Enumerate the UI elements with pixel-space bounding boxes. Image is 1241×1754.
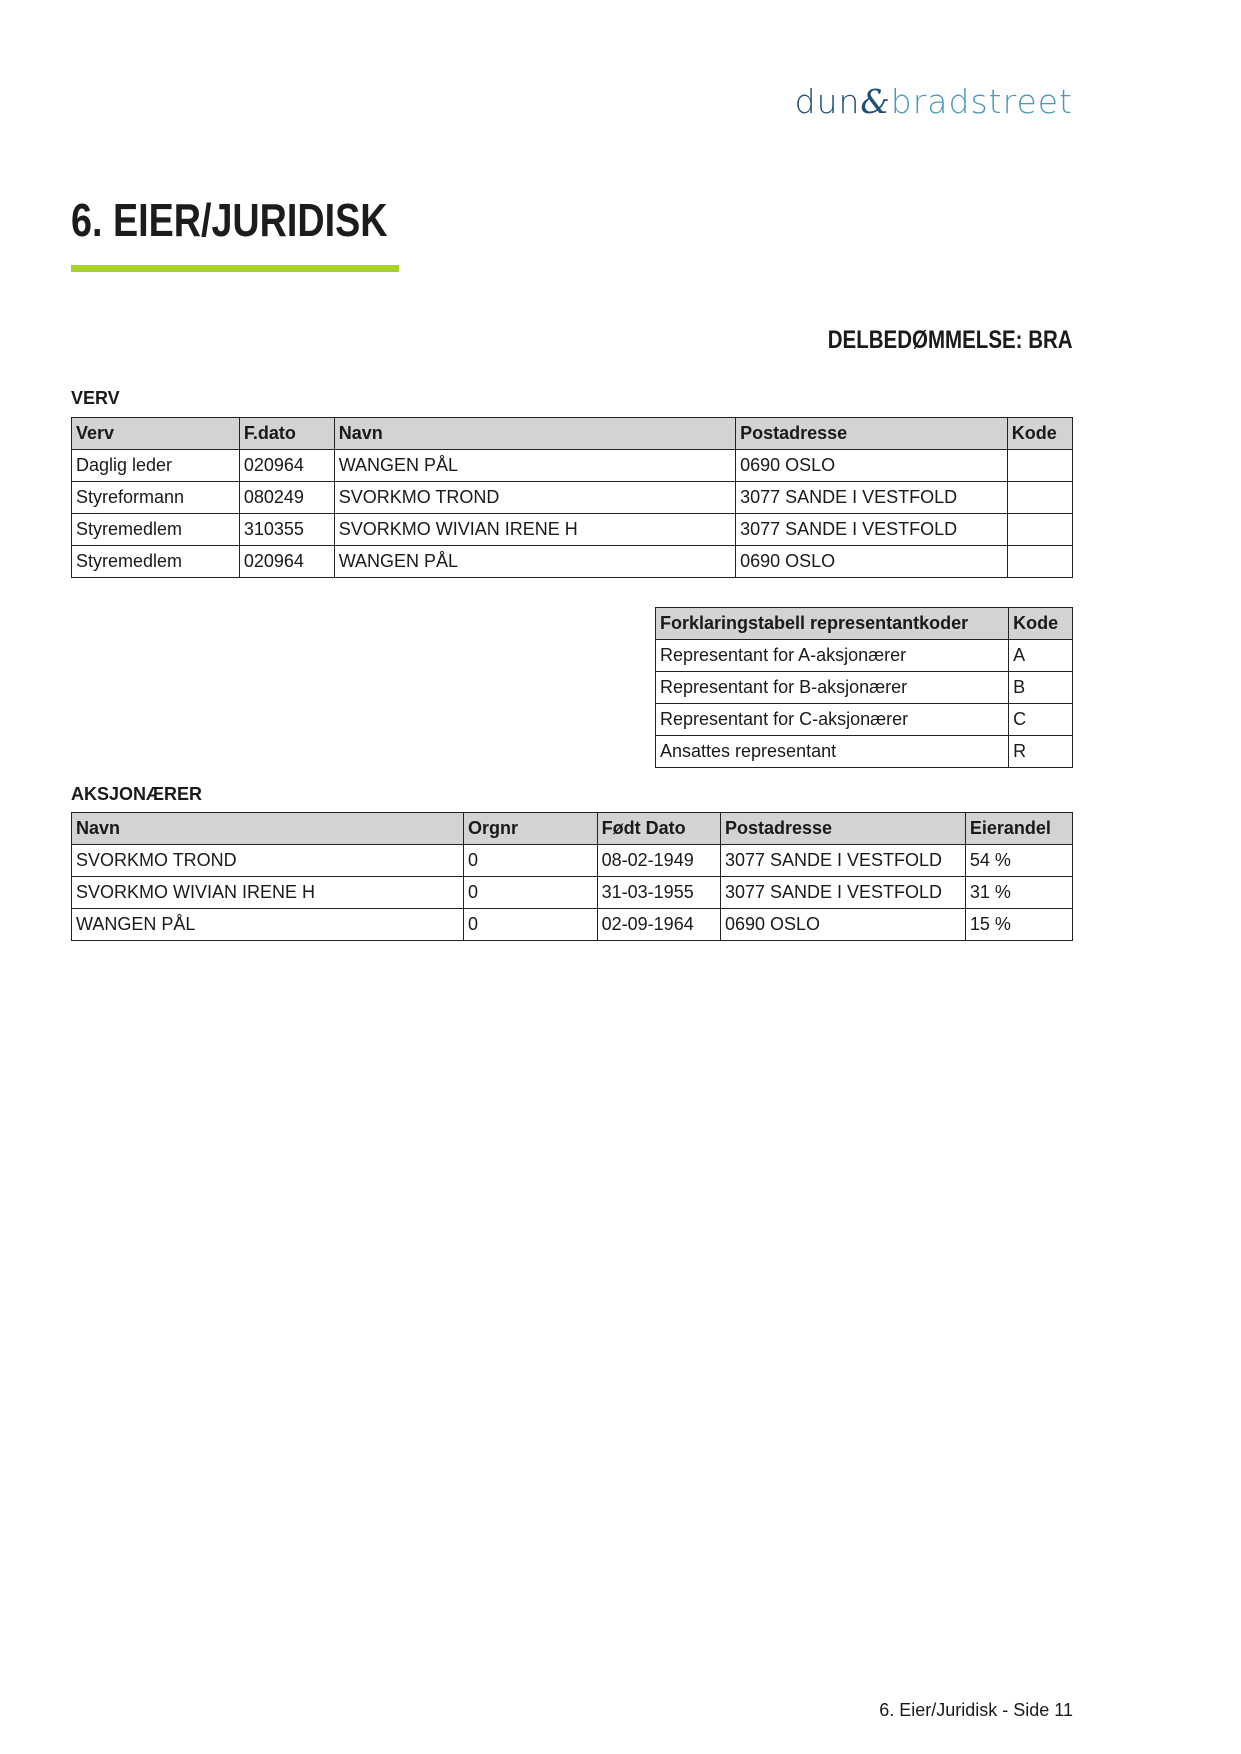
table-cell: 310355 — [238, 513, 335, 546]
table-cell: 08-02-1949 — [596, 844, 721, 877]
column-header: Eierandel — [964, 812, 1074, 845]
column-header: Orgnr — [463, 812, 598, 845]
table-header-row: Navn Orgnr Født Dato Postadresse Eierandel — [70, 812, 1074, 845]
table-row: SVORKMO WIVIAN IRENE H 0 31-03-1955 3077 SA… — [70, 876, 1074, 909]
column-header: Født Dato — [596, 812, 721, 845]
table-cell: Styremedlem — [71, 513, 240, 546]
table-row: SVORKMO TROND 0 08-02-1949 3077 SANDE I VES… — [70, 844, 1074, 877]
table-cell: WANGEN PÅL — [70, 908, 465, 941]
table-cell: WANGEN PÅL — [333, 545, 737, 578]
table-row: Daglig leder 020964 WANGEN PÅL 0690 OSLO — [71, 449, 1074, 482]
column-header: Forklaringstabell representantkoder — [654, 607, 1010, 640]
title-underline — [71, 265, 399, 272]
table-cell: 0690 OSLO — [735, 449, 1008, 482]
table-cell: R — [1008, 735, 1073, 768]
table-cell: 31-03-1955 — [596, 876, 721, 909]
table-cell — [1006, 513, 1074, 546]
table-cell: 3077 SANDE I VESTFOLD — [735, 481, 1008, 514]
table-cell: Styreformann — [71, 481, 240, 514]
column-header: F.dato — [238, 417, 335, 450]
table-cell: 0 — [463, 876, 598, 909]
representant-codes-table: Forklaringstabell representantkoder Kode R… — [654, 607, 1073, 768]
table-cell: 54 % — [964, 844, 1074, 877]
table-cell: 0 — [463, 844, 598, 877]
table-cell: SVORKMO TROND — [70, 844, 465, 877]
table-cell: Representant for B-aksjonærer — [654, 671, 1010, 704]
table-cell: SVORKMO WIVIAN IRENE H — [333, 513, 737, 546]
table-cell: Representant for A-aksjonærer — [654, 639, 1010, 672]
column-header: Postadresse — [735, 417, 1008, 450]
column-header: Kode — [1006, 417, 1074, 450]
table-cell: 02-09-1964 — [596, 908, 721, 941]
table-header-row: Forklaringstabell representantkoder Kode — [654, 607, 1073, 640]
table-cell — [1006, 481, 1074, 514]
table-cell: WANGEN PÅL — [333, 449, 737, 482]
table-cell: Ansattes representant — [654, 735, 1010, 768]
table-row: Styreformann 080249 SVORKMO TROND 3077 SAND… — [71, 481, 1074, 514]
table-row: Ansattes representant R — [654, 735, 1073, 768]
column-header: Postadresse — [719, 812, 966, 845]
table-cell: 3077 SANDE I VESTFOLD — [719, 844, 966, 877]
dun-bradstreet-logo: dun&bradstreet — [794, 82, 1073, 121]
table-cell: Daglig leder — [71, 449, 240, 482]
page-title: 6. EIER/JURIDISK — [71, 194, 388, 246]
table-header-row: Verv F.dato Navn Postadresse Kode — [71, 417, 1074, 450]
aksjonaerer-label: AKSJONÆRER — [71, 784, 203, 804]
table-cell: SVORKMO WIVIAN IRENE H — [70, 876, 465, 909]
table-row: Representant for C-aksjonærer C — [654, 703, 1073, 736]
table-cell: SVORKMO TROND — [333, 481, 737, 514]
table-cell: 0 — [463, 908, 598, 941]
table-cell: 15 % — [964, 908, 1074, 941]
table-cell: 3077 SANDE I VESTFOLD — [719, 876, 966, 909]
table-cell: 0690 OSLO — [719, 908, 966, 941]
table-cell: 0690 OSLO — [735, 545, 1008, 578]
column-header: Navn — [70, 812, 465, 845]
table-cell: 3077 SANDE I VESTFOLD — [735, 513, 1008, 546]
rating-heading: DELBEDØMMELSE: BRA — [828, 326, 1073, 354]
column-header: Navn — [333, 417, 737, 450]
verv-label: VERV — [71, 388, 120, 408]
table-cell: C — [1008, 703, 1073, 736]
table-row: Representant for B-aksjonærer B — [654, 671, 1073, 704]
table-cell: Representant for C-aksjonærer — [654, 703, 1010, 736]
table-cell: 020964 — [238, 449, 335, 482]
table-cell: 020964 — [238, 545, 335, 578]
table-row: WANGEN PÅL 0 02-09-1964 0690 OSLO 15 % — [70, 908, 1074, 941]
table-row: Styremedlem 020964 WANGEN PÅL 0690 OSLO — [71, 545, 1074, 578]
table-cell: 080249 — [238, 481, 335, 514]
table-cell: A — [1008, 639, 1073, 672]
table-row: Representant for A-aksjonærer A — [654, 639, 1073, 672]
page-footer: 6. Eier/Juridisk - Side 11 — [879, 1700, 1073, 1720]
verv-table: Verv F.dato Navn Postadresse Kode Daglig lede… — [71, 417, 1074, 578]
column-header: Kode — [1008, 607, 1073, 640]
table-cell — [1006, 449, 1074, 482]
column-header: Verv — [71, 417, 240, 450]
table-cell: Styremedlem — [71, 545, 240, 578]
aksjonaerer-table: Navn Orgnr Født Dato Postadresse Eierandel SV… — [70, 812, 1074, 941]
table-cell — [1006, 545, 1074, 578]
table-cell: 31 % — [964, 876, 1074, 909]
table-cell: B — [1008, 671, 1073, 704]
